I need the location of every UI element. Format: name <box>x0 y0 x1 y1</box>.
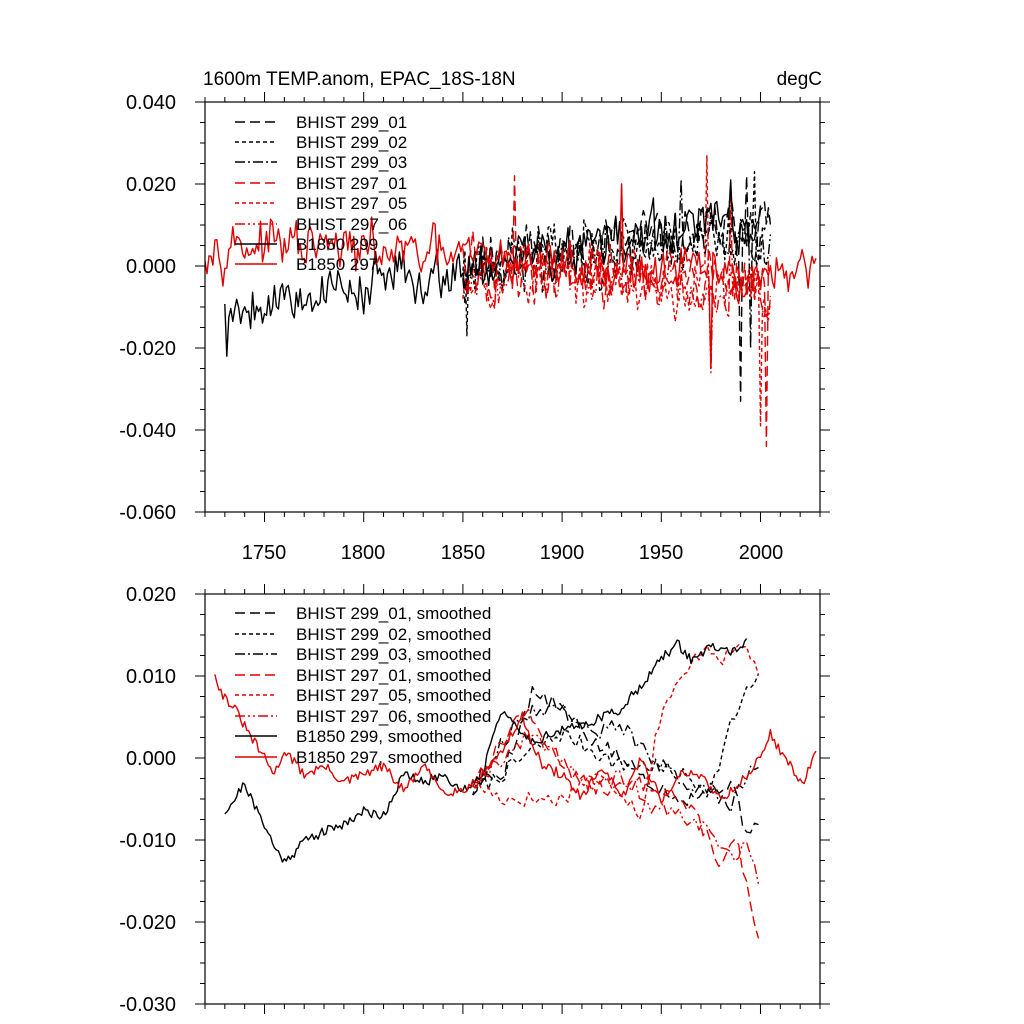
top-series-line-3 <box>462 175 772 448</box>
legend-label: BHIST 299_02, smoothed <box>296 625 491 644</box>
legend-entry: BHIST 297_06, smoothed <box>235 707 491 726</box>
legend-entry: B1850 297 <box>235 255 378 274</box>
legend-entry: BHIST 297_01, smoothed <box>235 666 491 685</box>
bottom-plot-frame <box>204 593 821 1005</box>
top-axis-ticks <box>195 92 830 522</box>
top-ytick-label: 0.020 <box>126 174 176 196</box>
legend-label: BHIST 297_01, smoothed <box>296 666 491 685</box>
legend-label: BHIST 299_01, smoothed <box>296 604 491 623</box>
legend-entry: BHIST 299_02, smoothed <box>235 625 491 644</box>
bottom-axis-ticks <box>195 584 830 1014</box>
bottom-series-group <box>214 638 817 939</box>
bottom-series-line-0 <box>472 686 759 834</box>
top-xtick-label: 1950 <box>639 542 684 564</box>
legend-entry: BHIST 299_01 <box>235 113 407 132</box>
legend-label: B1850 297 <box>296 255 378 274</box>
bottom-series-line-5 <box>472 731 760 885</box>
bottom-ytick-label: -0.010 <box>119 830 176 852</box>
legend-label: BHIST 299_03, smoothed <box>296 645 491 664</box>
top-xtick-label: 1850 <box>441 542 486 564</box>
bottom-series-line-4 <box>472 644 760 821</box>
legend-entry: BHIST 299_03, smoothed <box>235 645 491 664</box>
legend-entry: BHIST 297_05 <box>235 194 407 213</box>
bottom-ytick-label: 0.000 <box>126 748 176 770</box>
top-xtick-label: 1750 <box>242 542 287 564</box>
legend-label: BHIST 299_01 <box>296 113 407 132</box>
top-series-group <box>204 154 817 448</box>
top-ytick-label: -0.040 <box>119 420 176 442</box>
legend-entry: B1850 299 <box>235 235 378 254</box>
bottom-series-line-2 <box>472 703 759 813</box>
top-xtick-label: 2000 <box>739 542 784 564</box>
top-legend: BHIST 299_01 BHIST 299_02 BHIST 299_03 B… <box>235 113 407 274</box>
top-series-line-6 <box>224 179 762 357</box>
top-ytick-label: 0.040 <box>126 92 176 114</box>
top-xtick-label: 1800 <box>341 542 386 564</box>
bottom-series-line-7 <box>214 674 817 804</box>
bottom-series-line-3 <box>472 708 760 939</box>
bottom-ytick-label: -0.020 <box>119 912 176 934</box>
bottom-legend: BHIST 299_01, smoothed BHIST 299_02, smo… <box>235 604 491 767</box>
legend-entry: BHIST 297_06 <box>235 215 407 234</box>
legend-label: BHIST 297_05 <box>296 194 407 213</box>
bottom-series-line-6 <box>224 638 748 863</box>
chart-units: degC <box>777 69 822 90</box>
top-series-line-0 <box>462 175 772 402</box>
bottom-ytick-label: 0.020 <box>126 584 176 606</box>
top-series-line-4 <box>462 154 772 427</box>
bottom-ytick-label: -0.030 <box>119 994 176 1016</box>
legend-entry: BHIST 299_03 <box>235 153 407 172</box>
chart-title: 1600m TEMP.anom, EPAC_18S-18N <box>203 69 516 90</box>
top-ytick-label: -0.020 <box>119 338 176 360</box>
top-series-line-7 <box>204 183 817 370</box>
top-panel: 1600m TEMP.anom, EPAC_18S-18N degC 0.040… <box>119 69 830 564</box>
legend-label: BHIST 297_05, smoothed <box>296 686 491 705</box>
legend-label: BHIST 299_02 <box>296 133 407 152</box>
bottom-series-line-1 <box>472 673 760 798</box>
legend-entry: BHIST 297_05, smoothed <box>235 686 491 705</box>
bottom-ytick-label: 0.010 <box>126 666 176 688</box>
top-ytick-label: -0.060 <box>119 502 176 524</box>
legend-entry: BHIST 299_02 <box>235 133 407 152</box>
legend-entry: B1850 297, smoothed <box>235 748 462 767</box>
legend-label: B1850 297, smoothed <box>296 748 462 767</box>
legend-label: BHIST 299_03 <box>296 153 407 172</box>
legend-entry: B1850 299, smoothed <box>235 727 462 746</box>
top-ytick-label: 0.000 <box>126 256 176 278</box>
legend-label: BHIST 297_06 <box>296 215 407 234</box>
legend-label: B1850 299, smoothed <box>296 727 462 746</box>
top-plot-frame <box>204 101 821 513</box>
legend-entry: BHIST 299_01, smoothed <box>235 604 491 623</box>
legend-label: BHIST 297_06, smoothed <box>296 707 491 726</box>
top-xtick-label: 1900 <box>540 542 585 564</box>
bottom-panel: 0.020 0.010 0.000 -0.010 -0.020 -0.030 B… <box>119 584 830 1016</box>
legend-label: B1850 299 <box>296 235 378 254</box>
legend-entry: BHIST 297_01 <box>235 174 407 193</box>
legend-label: BHIST 297_01 <box>296 174 407 193</box>
